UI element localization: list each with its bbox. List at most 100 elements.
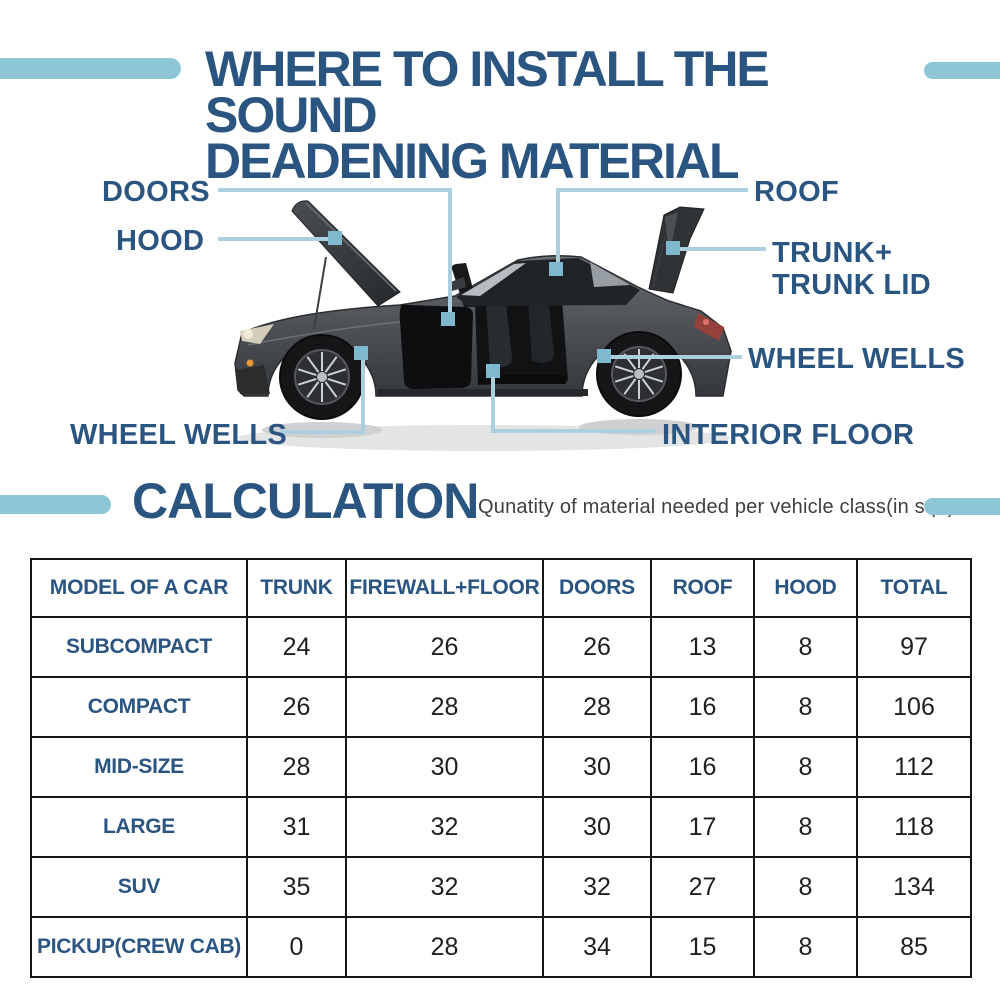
cell-value: 0 xyxy=(246,916,347,978)
row-model: SUV xyxy=(30,856,248,918)
car-rear-wheel xyxy=(596,331,682,417)
page-title-line2: DEADENING MATERIAL xyxy=(205,133,740,189)
doors-connector-line-vertical xyxy=(448,188,452,318)
car-front-grille xyxy=(235,365,270,394)
trunk-connector-square xyxy=(666,241,680,255)
page-title: WHERE TO INSTALL THE SOUND DEADENING MAT… xyxy=(205,44,925,189)
cell-value: 106 xyxy=(856,676,972,738)
cell-value: 32 xyxy=(345,796,544,858)
table-header-row: MODEL OF A CAR TRUNK FIREWALL+FLOOR DOOR… xyxy=(30,558,972,618)
label-wheel-wells-right: WHEEL WELLS xyxy=(748,343,966,375)
car-headlight xyxy=(240,324,274,344)
car-open-door xyxy=(399,304,473,389)
col-header-firewall-floor: FIREWALL+FLOOR xyxy=(345,558,544,618)
car-quarter-glass xyxy=(590,262,630,287)
roof-connector-line xyxy=(558,188,748,192)
cell-value: 28 xyxy=(345,916,544,978)
cell-value: 15 xyxy=(650,916,755,978)
doors-connector-line xyxy=(218,188,452,192)
car-hood-prop-rod xyxy=(313,256,327,330)
car-body-crease xyxy=(247,321,401,346)
interior-floor-connector-line xyxy=(491,429,655,433)
cell-value: 26 xyxy=(246,676,347,738)
cell-value: 30 xyxy=(345,736,544,798)
wheel-wells-left-connector-line-vertical xyxy=(361,358,365,434)
table-row: PICKUP(CREW CAB) 0 28 34 15 8 85 xyxy=(30,916,972,978)
label-wheel-wells-left: WHEEL WELLS xyxy=(70,419,288,451)
trunk-connector-line xyxy=(678,247,766,251)
top-right-accent-bar xyxy=(924,62,1000,79)
car-side-marker xyxy=(246,359,254,367)
label-trunk: TRUNK+ TRUNK LID xyxy=(772,237,931,301)
car-seat-rear xyxy=(528,294,554,363)
wheel-wells-right-connector-square xyxy=(597,349,611,363)
cell-value: 118 xyxy=(856,796,972,858)
cell-value: 32 xyxy=(345,856,544,918)
calculation-subtitle: Qunatity of material needed per vehicle … xyxy=(478,496,955,518)
table-row: COMPACT 26 28 28 16 8 106 xyxy=(30,676,972,738)
car-illustration xyxy=(234,200,732,451)
cell-value: 28 xyxy=(542,676,652,738)
cell-value: 8 xyxy=(753,916,858,978)
row-model: MID-SIZE xyxy=(30,736,248,798)
col-header-trunk: TRUNK xyxy=(246,558,347,618)
car-taillight xyxy=(694,313,724,341)
calc-left-accent-bar xyxy=(0,495,111,514)
table-row: SUBCOMPACT 24 26 26 13 8 97 xyxy=(30,616,972,678)
wheel-wells-left-connector-square xyxy=(354,346,368,360)
row-model: PICKUP(CREW CAB) xyxy=(30,916,248,978)
cell-value: 30 xyxy=(542,736,652,798)
car-trunk-strut xyxy=(652,236,666,288)
cell-value: 31 xyxy=(246,796,347,858)
label-hood: HOOD xyxy=(116,225,205,257)
car-headlight-lens xyxy=(243,329,253,339)
cell-value: 16 xyxy=(650,676,755,738)
cell-value: 26 xyxy=(345,616,544,678)
cell-value: 28 xyxy=(246,736,347,798)
car-hood-edge xyxy=(305,202,397,292)
calculation-heading: CALCULATION xyxy=(132,473,479,529)
top-left-accent-bar xyxy=(0,58,181,79)
row-model: LARGE xyxy=(30,796,248,858)
col-header-model: MODEL OF A CAR xyxy=(30,558,248,618)
cell-value: 35 xyxy=(246,856,347,918)
hood-connector-line xyxy=(218,237,336,241)
wheel-wells-right-connector-line xyxy=(610,355,742,359)
car-seat-front xyxy=(486,298,512,367)
hood-connector-square xyxy=(328,231,342,245)
cell-value: 8 xyxy=(753,796,858,858)
car-mirror xyxy=(448,277,466,291)
col-header-roof: ROOF xyxy=(650,558,755,618)
cell-value: 34 xyxy=(542,916,652,978)
roof-connector-line-vertical xyxy=(556,188,560,266)
interior-floor-connector-square xyxy=(486,364,500,378)
car-windshield xyxy=(461,263,526,296)
cell-value: 28 xyxy=(345,676,544,738)
label-interior-floor: INTERIOR FLOOR xyxy=(662,419,915,451)
row-model: SUBCOMPACT xyxy=(30,616,248,678)
col-header-hood: HOOD xyxy=(753,558,858,618)
cell-value: 112 xyxy=(856,736,972,798)
car-interior-floor xyxy=(478,375,566,384)
cell-value: 30 xyxy=(542,796,652,858)
row-model: COMPACT xyxy=(30,676,248,738)
roof-connector-square xyxy=(549,262,563,276)
car-rocker-panel xyxy=(378,389,588,396)
col-header-doors: DOORS xyxy=(542,558,652,618)
cell-value: 13 xyxy=(650,616,755,678)
label-trunk-line2: TRUNK LID xyxy=(772,269,931,301)
cell-value: 97 xyxy=(856,616,972,678)
interior-floor-connector-line-vertical xyxy=(491,377,495,433)
cell-value: 27 xyxy=(650,856,755,918)
cell-value: 8 xyxy=(753,736,858,798)
cell-value: 24 xyxy=(246,616,347,678)
car-open-hood xyxy=(291,200,401,307)
quantity-table: MODEL OF A CAR TRUNK FIREWALL+FLOOR DOOR… xyxy=(30,558,972,978)
cell-value: 8 xyxy=(753,676,858,738)
wheel-wells-left-connector-line xyxy=(280,430,365,434)
car-front-wheel xyxy=(279,334,365,420)
cell-value: 8 xyxy=(753,856,858,918)
car-taillight-lens xyxy=(703,319,709,325)
label-trunk-line1: TRUNK+ xyxy=(772,237,893,269)
